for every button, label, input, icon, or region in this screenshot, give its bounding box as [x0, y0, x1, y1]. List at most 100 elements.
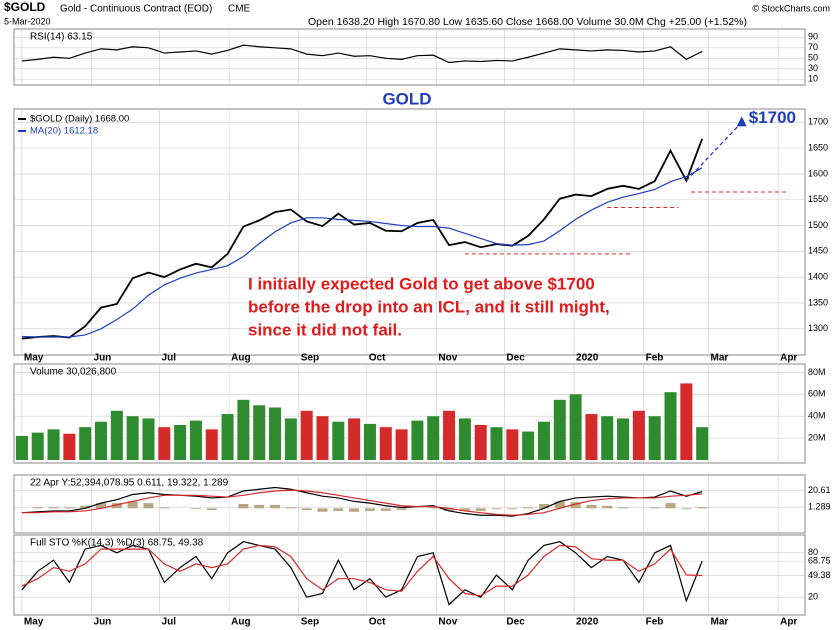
y-tick-label: 1700	[808, 117, 828, 127]
x-tick-label: May	[24, 353, 44, 364]
histogram-bar	[523, 507, 534, 509]
volume-bar	[269, 407, 282, 460]
volume-bar	[537, 421, 550, 460]
x-tick-label: Aug	[231, 353, 250, 364]
volume-bar	[474, 424, 487, 460]
date: 5-Mar-2020	[4, 16, 51, 26]
volume-bar	[522, 431, 535, 460]
volume-bar	[664, 392, 677, 460]
annotation: since it did not fail.	[248, 320, 402, 339]
x-tick-label: Jul	[162, 617, 177, 628]
histogram-bar	[254, 504, 265, 509]
panel-title: RSI(14) 63.15	[30, 32, 93, 43]
target-marker	[736, 116, 747, 127]
histogram-bar	[538, 504, 549, 509]
histogram-bar	[459, 508, 470, 511]
x-tick-label: Nov	[438, 353, 457, 364]
y-tick-label: 68.75	[808, 556, 831, 566]
exchange: CME	[228, 4, 251, 15]
histogram-bar	[697, 507, 708, 509]
histogram-bar	[444, 508, 455, 511]
histogram-bar	[143, 503, 154, 509]
histogram-bar	[127, 501, 138, 509]
legend-label: MA(20) 1612.18	[30, 126, 98, 137]
volume-bar	[126, 416, 139, 460]
histogram-bar	[96, 503, 107, 509]
histogram-bar	[238, 504, 249, 509]
x-tick-label: Mar	[710, 617, 728, 628]
histogram-bar	[570, 502, 581, 509]
histogram-bar	[491, 508, 502, 510]
histogram-bar	[681, 508, 692, 510]
volume-bar	[411, 420, 424, 460]
x-tick-label: Oct	[369, 353, 386, 364]
volume-bar	[648, 416, 661, 460]
credit: © StockCharts.com	[752, 3, 830, 13]
y-tick-label: 30	[808, 63, 818, 73]
x-tick-label: Apr	[780, 617, 797, 628]
volume-bar	[427, 416, 440, 460]
histogram-bar	[396, 508, 407, 511]
y-tick-label: 1350	[808, 297, 828, 307]
histogram-bar	[364, 508, 375, 511]
volume-bar	[158, 427, 171, 460]
volume-bar	[569, 394, 582, 460]
volume-bar	[680, 383, 693, 460]
histogram-bar	[317, 508, 328, 512]
volume-bar	[31, 432, 44, 460]
histogram-bar	[380, 508, 391, 511]
volume-bar	[585, 414, 598, 460]
x-tick-label: Jun	[94, 617, 112, 628]
histogram-bar	[190, 508, 201, 510]
volume-bar	[47, 429, 60, 460]
y-tick-label: 10	[808, 74, 818, 84]
quote: Open 1638.20 High 1670.80 Low 1635.60 Cl…	[308, 16, 747, 28]
histogram-bar	[301, 508, 312, 511]
volume-bar	[110, 410, 123, 460]
volume-bar	[617, 418, 630, 460]
legend-label: $GOLD (Daily) 1668.00	[30, 114, 129, 125]
x-tick-label: Nov	[438, 617, 457, 628]
histogram-bar	[333, 508, 344, 511]
volume-bar	[443, 410, 456, 460]
y-tick-label: 1400	[808, 272, 828, 282]
panel	[13, 108, 806, 356]
volume-bar	[237, 399, 250, 460]
histogram-bar	[270, 504, 281, 509]
series-line	[21, 486, 703, 517]
histogram-bar	[111, 503, 122, 509]
y-tick-label: 1300	[808, 323, 828, 333]
x-tick-label: Dec	[506, 353, 525, 364]
volume-bar	[395, 429, 408, 460]
panel	[13, 534, 806, 616]
y-tick-label: 20.61	[808, 485, 831, 495]
volume-bar	[95, 421, 108, 460]
volume-bar	[63, 433, 76, 460]
series-line	[21, 167, 703, 338]
x-tick-label: 2020	[576, 353, 599, 364]
histogram-bar	[602, 505, 613, 509]
volume-bar	[632, 410, 645, 460]
volume-bar	[189, 420, 202, 460]
x-tick-label: Oct	[369, 617, 386, 628]
volume-bar	[601, 416, 614, 460]
panel	[13, 363, 806, 464]
y-tick-label: 80M	[808, 367, 826, 377]
volume-bar	[363, 423, 376, 460]
histogram-bar	[554, 501, 565, 509]
histogram-bar	[649, 507, 660, 509]
histogram-bar	[64, 507, 75, 509]
panel	[13, 474, 806, 534]
panel-title: Full STO %K(14,3) %D(3) 68.75, 49.38	[30, 538, 204, 549]
volume-bar	[205, 429, 218, 460]
histogram-bar	[159, 507, 170, 509]
instrument-name: Gold - Continuous Contract (EOD)	[60, 4, 212, 15]
x-tick-label: 2020	[576, 617, 599, 628]
series-line	[21, 44, 703, 64]
y-tick-label: 1600	[808, 168, 828, 178]
volume-bar	[490, 427, 503, 460]
y-tick-label: 49.38	[808, 570, 831, 580]
x-tick-label: Dec	[506, 617, 525, 628]
y-tick-label: 50	[808, 53, 818, 63]
